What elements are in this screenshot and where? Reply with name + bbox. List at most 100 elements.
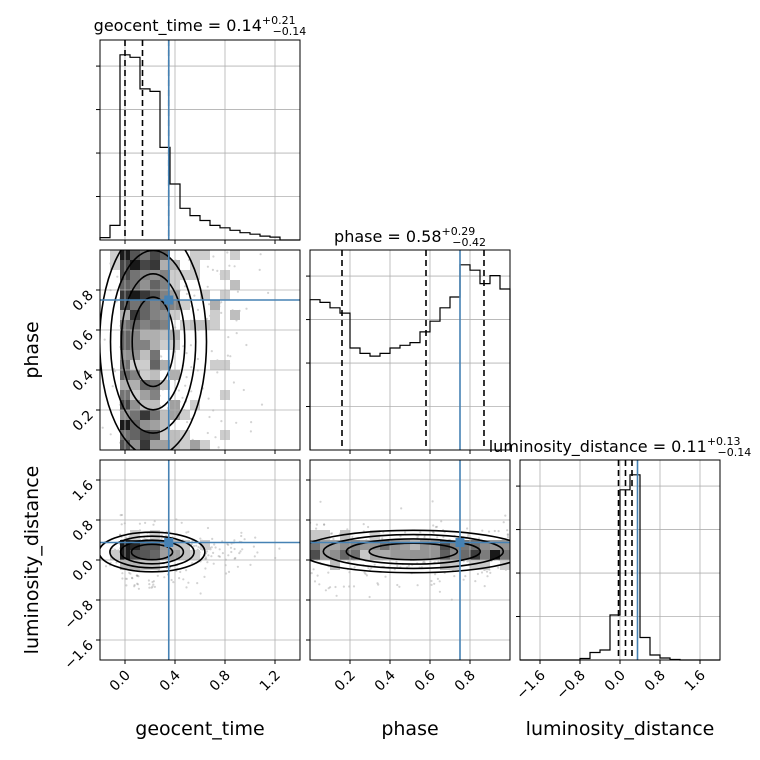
scatter-point	[242, 388, 245, 392]
scatter-point	[160, 355, 163, 358]
y-tick-label-luminosity-distance: 1.6	[70, 477, 97, 504]
contour-level-4	[100, 531, 206, 573]
scatter-point	[137, 575, 140, 578]
scatter-point	[318, 583, 321, 586]
density-cell	[150, 420, 160, 430]
density-cell	[410, 550, 420, 560]
density-cell	[160, 310, 170, 320]
x-tick-label-phase: 0.8	[452, 668, 479, 695]
x-tick-label-geocent-time: 0.8	[207, 668, 234, 695]
scatter-point	[241, 548, 244, 551]
scatter-point	[442, 535, 445, 539]
scatter-point	[206, 526, 210, 530]
scatter-point	[260, 403, 264, 406]
scatter-point	[233, 557, 236, 560]
scatter-point	[239, 550, 242, 553]
scatter-point	[218, 548, 221, 551]
contours-phase-vs-geocent-time	[100, 250, 208, 450]
scatter-point	[121, 572, 124, 575]
y-tick-label-luminosity-distance: 0.0	[70, 558, 97, 585]
scatter-point	[125, 536, 128, 539]
scatter-point	[395, 560, 398, 564]
scatter-point	[197, 545, 200, 549]
scatter-point	[381, 537, 384, 540]
density-cell	[130, 370, 140, 380]
density-cell	[130, 380, 140, 390]
density-cell	[450, 540, 460, 550]
panel-bg-geocent-time-geocent-time	[100, 40, 300, 240]
scatter-point	[148, 586, 151, 589]
scatter-point	[258, 268, 261, 271]
scatter-point	[115, 300, 118, 303]
density-cell	[150, 300, 160, 310]
scatter-point	[433, 582, 436, 585]
scatter-point	[367, 566, 370, 570]
density-cell	[130, 310, 140, 320]
density-cell	[160, 550, 170, 560]
scatter-point	[477, 537, 481, 540]
scatter-point	[435, 525, 439, 528]
density-cell	[150, 360, 160, 370]
scatter-point	[384, 575, 387, 578]
scatter-point	[238, 552, 241, 555]
scatter-point	[467, 533, 470, 536]
scatter-point	[506, 529, 509, 532]
scatter-point	[104, 565, 108, 568]
scatter-point	[252, 545, 255, 548]
scatter-point	[112, 367, 115, 370]
scatter-point	[204, 557, 207, 560]
scatter-point	[217, 555, 220, 558]
scatter-point	[150, 586, 153, 589]
density-cell	[140, 420, 150, 430]
scatter-point	[332, 537, 335, 541]
density-cell	[130, 300, 140, 310]
density-cell	[160, 380, 170, 390]
scatter-point	[400, 507, 403, 510]
density-cell	[330, 550, 340, 560]
panel-bg-phase-phase	[310, 250, 510, 450]
density-cell	[150, 280, 160, 290]
density-cell	[130, 320, 140, 330]
scatter-point	[121, 577, 124, 580]
scatter-point	[152, 580, 155, 583]
density-cell	[140, 430, 150, 440]
scatter-point	[236, 565, 239, 568]
density-cell	[450, 560, 460, 570]
scatter-point	[423, 536, 426, 539]
density-cell	[160, 260, 170, 270]
scatter-point	[481, 529, 484, 532]
density-cell	[310, 540, 320, 550]
scatter-point	[184, 285, 187, 288]
scatter-point	[182, 345, 185, 348]
density-cell	[190, 260, 200, 270]
density-cell	[150, 260, 160, 270]
density-cell	[140, 400, 150, 410]
scatter-point	[373, 563, 376, 566]
scatter-point	[103, 338, 106, 341]
scatter-point	[232, 381, 235, 384]
grid-phase-phase	[310, 250, 510, 450]
y-tick-label-luminosity-distance: 0.8	[70, 518, 97, 545]
scatter-point	[196, 357, 199, 361]
density-cell	[130, 330, 140, 340]
density-cell	[150, 400, 160, 410]
density-cell	[210, 320, 220, 330]
scatter-point	[208, 303, 211, 306]
density-cell	[150, 340, 160, 350]
scatter-point	[216, 269, 219, 272]
scatter-point	[210, 350, 213, 353]
scatter-point	[438, 580, 441, 583]
scatter-point	[184, 384, 187, 387]
density-cell	[130, 290, 140, 300]
xlabel-geocent-time: geocent_time	[135, 718, 264, 740]
scatter-point	[206, 285, 209, 288]
scatter-point	[217, 446, 220, 449]
scatter-point	[225, 572, 228, 575]
scatter-point	[163, 576, 166, 579]
density-cell	[480, 550, 490, 560]
scatter-point	[116, 275, 119, 278]
scatter-point	[190, 543, 193, 546]
density-cell	[140, 440, 150, 450]
density-cell	[130, 390, 140, 400]
density-cell	[190, 550, 200, 560]
